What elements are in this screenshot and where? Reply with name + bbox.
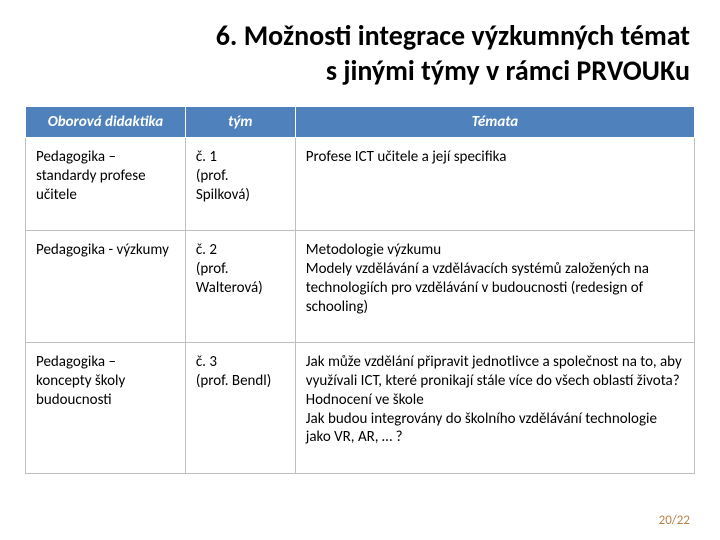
cell-r2-c1: Pedagogika - výzkumy (26, 231, 186, 343)
table-row: Pedagogika - výzkumy č. 2(prof. Walterov… (26, 231, 695, 343)
slide-title: 6. Možnosti integrace výzkumných témat s… (0, 0, 720, 102)
cell-r2-c3: Metodologie výzkumuModely vzdělávání a v… (295, 231, 694, 343)
cell-r1-c1: Pedagogika – standardy profese učitele (26, 138, 186, 231)
header-col-3: Témata (295, 107, 694, 138)
cell-r3-c3: Jak může vzdělání připravit jednotlivce … (295, 343, 694, 474)
page-number: 20/22 (659, 513, 690, 528)
title-line-1: 6. Možnosti integrace výzkumných témat (216, 18, 690, 53)
cell-r3-c2: č. 3(prof. Bendl) (185, 343, 295, 474)
table-row: Pedagogika – koncepty školy budoucnosti … (26, 343, 695, 474)
header-col-2: tým (185, 107, 295, 138)
table-header-row: Oborová didaktika tým Témata (26, 107, 695, 138)
cell-r3-c1: Pedagogika – koncepty školy budoucnosti (26, 343, 186, 474)
table-row: Pedagogika – standardy profese učitele č… (26, 138, 695, 231)
header-col-1: Oborová didaktika (26, 107, 186, 138)
cell-r2-c2: č. 2(prof. Walterová) (185, 231, 295, 343)
title-line-2: s jinými týmy v rámci PRVOUKu (326, 53, 690, 88)
main-table: Oborová didaktika tým Témata Pedagogika … (25, 106, 695, 474)
cell-r1-c3: Profese ICT učitele a její specifika (295, 138, 694, 231)
cell-r1-c2: č. 1(prof. Spilková) (185, 138, 295, 231)
